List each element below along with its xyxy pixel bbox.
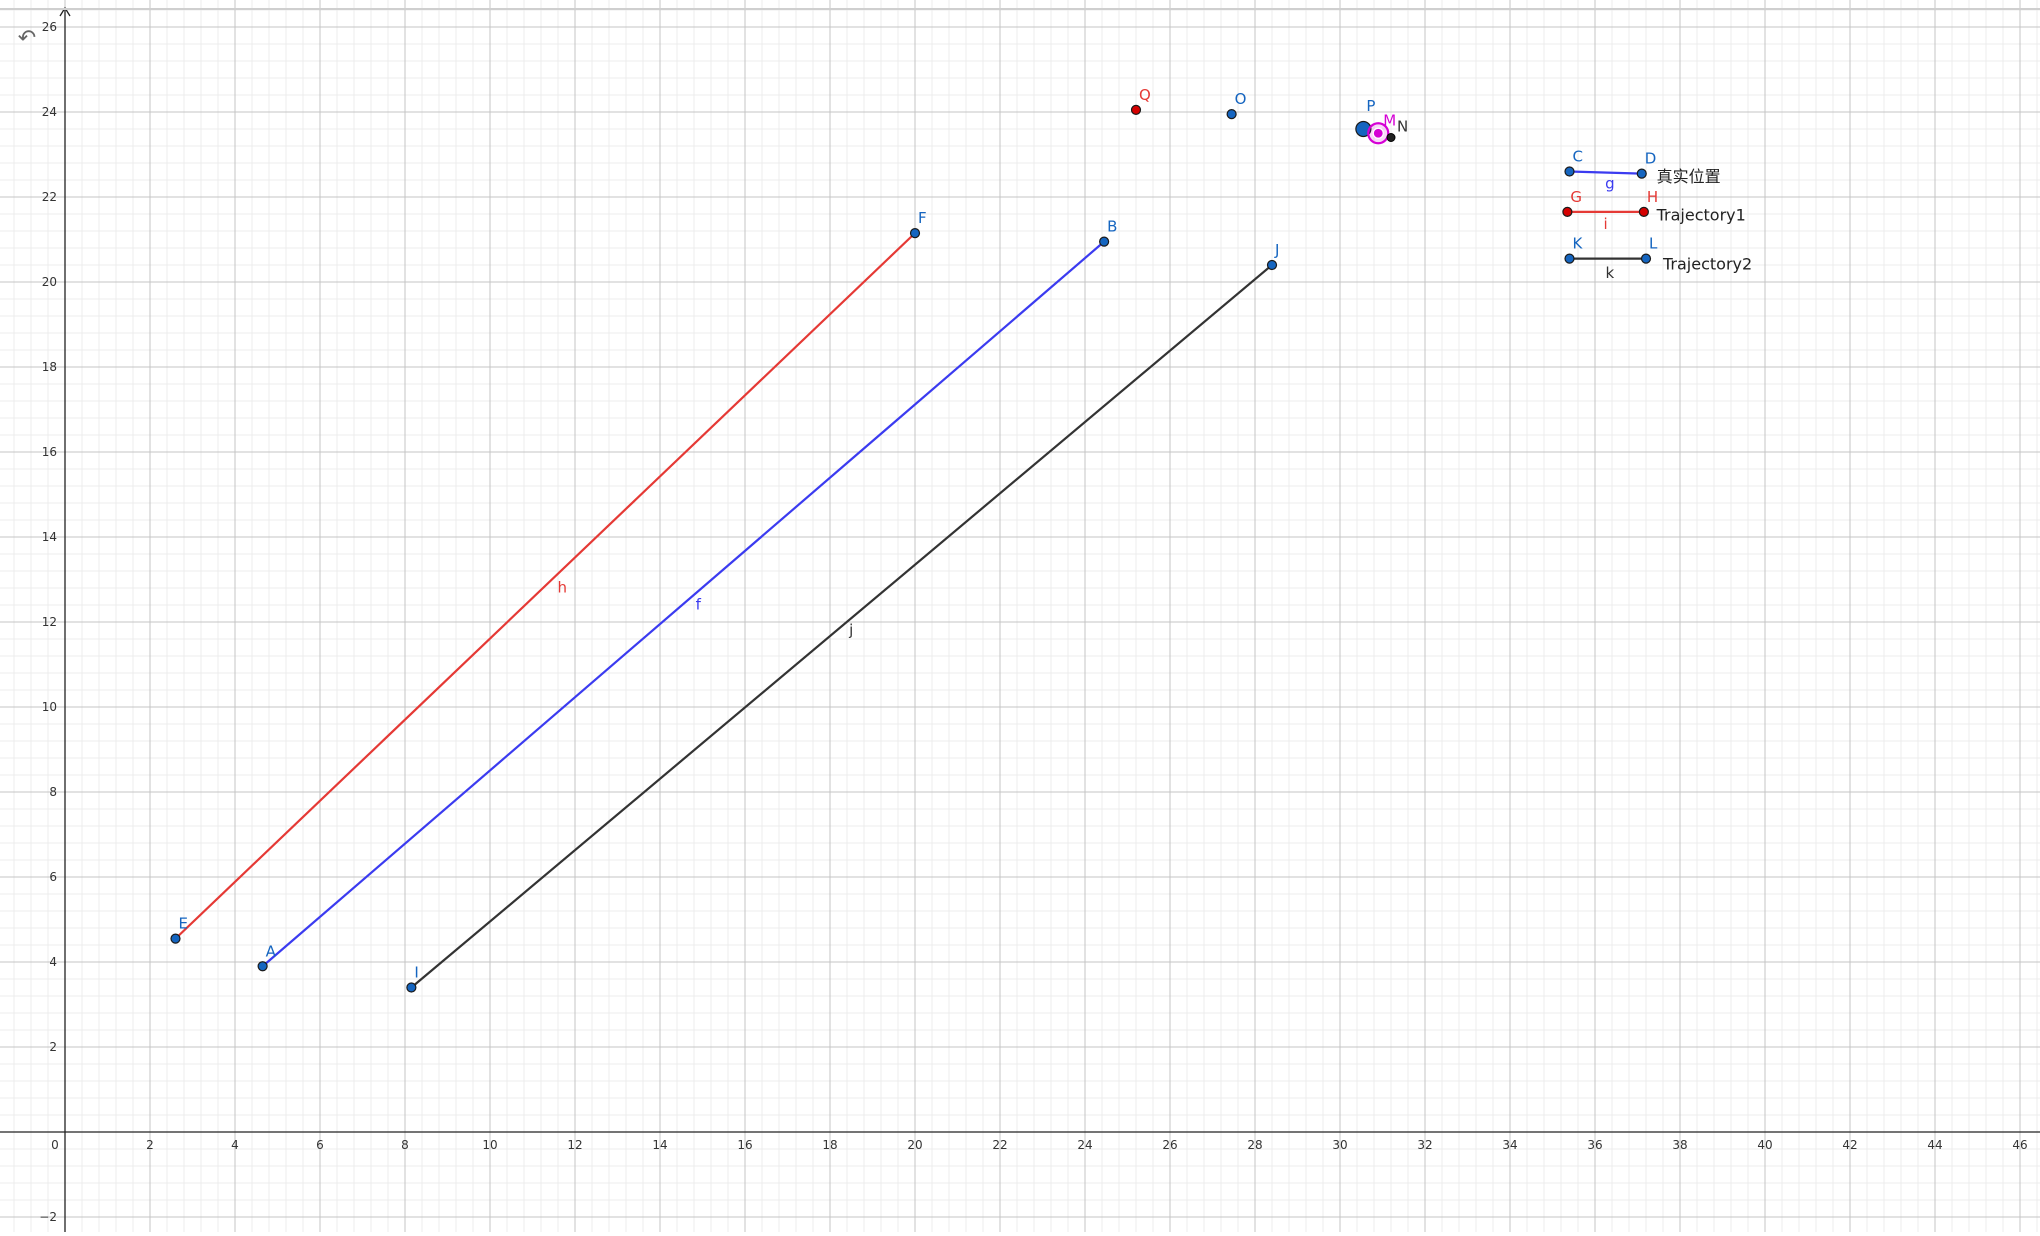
x-tick-label: 40 <box>1757 1138 1772 1152</box>
point-K[interactable] <box>1564 253 1575 264</box>
axes <box>0 6 2040 1232</box>
segment-label-j: j <box>848 621 853 639</box>
tick-labels: 0 2 4 6 8 10 12 14 16 18 20 22 24 26 28 30 32 34 36 38 40 42 4… <box>39 20 2027 1224</box>
points[interactable]: E F A B I J Q O PM N C D G H K L <box>170 86 1658 993</box>
segment-label-g: g <box>1605 175 1615 193</box>
y-tick-label: 26 <box>42 20 57 34</box>
x-tick-label: 14 <box>652 1138 667 1152</box>
legend-labels: 真实位置 Trajectory1 Trajectory2 <box>1656 167 1753 273</box>
segment-label-i: i <box>1604 215 1608 233</box>
y-tick-label: 4 <box>49 955 57 969</box>
point-label-I: I <box>414 964 418 982</box>
x-tick-label: 32 <box>1417 1138 1432 1152</box>
point-O[interactable] <box>1226 109 1237 120</box>
point-A[interactable] <box>257 961 268 972</box>
point-label-G: G <box>1570 188 1582 206</box>
x-tick-label: 26 <box>1162 1138 1177 1152</box>
y-tick-label: 18 <box>42 360 57 374</box>
point-D[interactable] <box>1636 168 1647 179</box>
segment-j[interactable] <box>410 263 1274 989</box>
x-tick-label: 6 <box>316 1138 324 1152</box>
point-label-F: F <box>918 209 927 227</box>
point-label-D: D <box>1645 150 1657 168</box>
segment-f[interactable] <box>261 240 1106 968</box>
y-tick-label: −2 <box>39 1210 57 1224</box>
point-label-L: L <box>1649 235 1658 253</box>
y-tick-label: 6 <box>49 870 57 884</box>
point-H[interactable] <box>1638 206 1649 217</box>
x-tick-label: 10 <box>482 1138 497 1152</box>
point-label-A: A <box>266 942 277 960</box>
x-tick-label: 20 <box>907 1138 922 1152</box>
point-B[interactable] <box>1099 236 1110 247</box>
y-tick-label: 8 <box>49 785 57 799</box>
point-label-O: O <box>1235 90 1247 108</box>
x-tick-label: 24 <box>1077 1138 1092 1152</box>
point-Q[interactable] <box>1130 104 1142 115</box>
point-M[interactable] <box>1372 127 1384 139</box>
point-P[interactable] <box>1355 120 1372 138</box>
x-tick-label: 0 <box>51 1138 59 1152</box>
y-tick-label: 12 <box>42 615 57 629</box>
x-tick-label: 4 <box>231 1138 239 1152</box>
point-label-N: N <box>1397 118 1408 136</box>
x-tick-label: 22 <box>992 1138 1007 1152</box>
segment-label-h: h <box>557 578 567 596</box>
x-tick-label: 18 <box>822 1138 837 1152</box>
x-tick-label: 42 <box>1842 1138 1857 1152</box>
y-tick-label: 14 <box>42 530 57 544</box>
x-tick-label: 36 <box>1587 1138 1602 1152</box>
point-J[interactable] <box>1266 259 1278 271</box>
top-border <box>0 8 2040 10</box>
x-tick-label: 38 <box>1672 1138 1687 1152</box>
y-tick-label: 2 <box>49 1040 57 1054</box>
y-tick-label: 22 <box>42 190 57 204</box>
point-label-M: M <box>1383 111 1396 129</box>
point-label-J: J <box>1274 241 1279 259</box>
point-label-B: B <box>1107 218 1117 236</box>
x-tick-label: 34 <box>1502 1138 1517 1152</box>
segment-h[interactable] <box>174 232 917 940</box>
point-L[interactable] <box>1640 253 1652 264</box>
segment-g[interactable] <box>1568 170 1643 175</box>
point-label-P: P <box>1366 97 1375 115</box>
y-tick-label: 10 <box>42 700 57 714</box>
point-label-E: E <box>179 915 188 933</box>
x-tick-label: 16 <box>737 1138 752 1152</box>
y-tick-label: 16 <box>42 445 57 459</box>
undo-icon[interactable]: ↶ <box>17 26 37 51</box>
point-label-Q: Q <box>1139 86 1151 104</box>
point-label-C: C <box>1573 148 1583 166</box>
point-label-K: K <box>1573 235 1584 253</box>
segment-label-f: f <box>696 595 702 613</box>
legend-label: 真实位置 <box>1657 167 1721 186</box>
x-tick-label: 12 <box>567 1138 582 1152</box>
x-tick-label: 46 <box>2012 1138 2027 1152</box>
point-E[interactable] <box>170 933 181 944</box>
x-tick-label: 44 <box>1927 1138 1942 1152</box>
legend-label: Trajectory1 <box>1656 205 1746 224</box>
segment-label-k: k <box>1606 264 1615 282</box>
point-F[interactable] <box>909 228 921 239</box>
point-N[interactable] <box>1386 133 1396 142</box>
segments[interactable]: h f j g i k <box>174 170 1648 989</box>
x-tick-label: 28 <box>1247 1138 1262 1152</box>
point-G[interactable] <box>1562 206 1573 217</box>
point-label-H: H <box>1647 188 1658 206</box>
point-C[interactable] <box>1564 166 1575 177</box>
x-tick-label: 2 <box>146 1138 154 1152</box>
x-tick-label: 8 <box>401 1138 409 1152</box>
legend-label: Trajectory2 <box>1662 254 1752 273</box>
y-tick-label: 24 <box>42 105 57 119</box>
x-tick-label: 30 <box>1332 1138 1347 1152</box>
y-tick-label: 20 <box>42 275 57 289</box>
point-I[interactable] <box>406 982 417 993</box>
